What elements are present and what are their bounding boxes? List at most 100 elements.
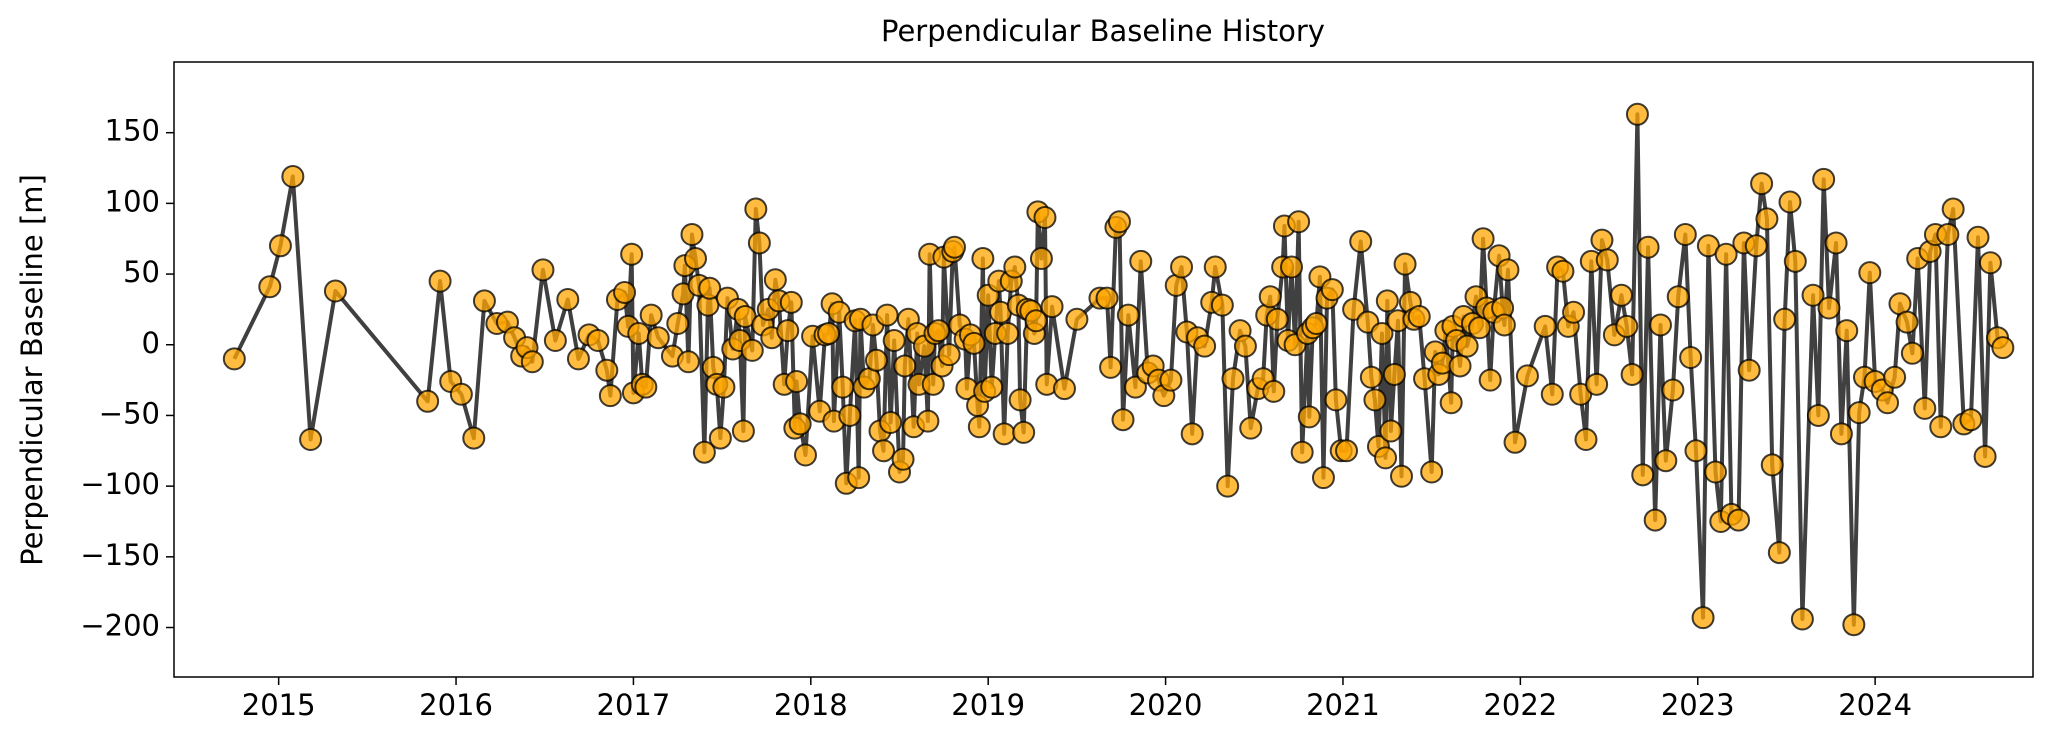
data-point xyxy=(744,197,768,221)
data-point xyxy=(1773,307,1797,331)
data-point xyxy=(1379,419,1403,443)
data-point xyxy=(1029,247,1053,271)
data-point xyxy=(462,426,486,450)
data-point xyxy=(566,347,590,371)
x-tick-label: 2023 xyxy=(1661,688,1735,722)
data-point xyxy=(520,350,544,374)
data-point xyxy=(1978,251,2002,275)
x-tick-label: 2017 xyxy=(597,688,671,722)
data-point xyxy=(1335,439,1359,463)
data-point xyxy=(882,329,906,353)
data-point xyxy=(1311,466,1335,490)
data-point xyxy=(1107,210,1131,234)
data-point xyxy=(712,375,736,399)
data-point xyxy=(1262,379,1286,403)
data-point xyxy=(680,222,704,246)
data-point xyxy=(1847,401,1871,425)
data-point xyxy=(1382,362,1406,386)
data-point xyxy=(785,370,809,394)
data-point xyxy=(1297,405,1321,429)
data-point xyxy=(1540,382,1564,406)
data-point xyxy=(222,347,246,371)
data-point xyxy=(1170,255,1194,279)
data-point xyxy=(299,427,323,451)
data-point xyxy=(1913,396,1937,420)
data-point xyxy=(666,312,690,336)
x-tick-label: 2020 xyxy=(1129,688,1203,722)
data-point xyxy=(428,269,452,293)
data-point xyxy=(1574,427,1598,451)
data-point xyxy=(1448,354,1472,378)
data-point xyxy=(1515,364,1539,388)
data-point xyxy=(1052,377,1076,401)
data-point xyxy=(776,319,800,343)
data-point xyxy=(1320,278,1344,302)
data-point xyxy=(1737,358,1761,382)
data-point xyxy=(1393,252,1417,276)
data-point xyxy=(875,303,899,327)
x-tick-label: 2021 xyxy=(1306,688,1380,722)
data-point xyxy=(1216,474,1240,498)
data-point xyxy=(1375,289,1399,313)
data-point xyxy=(1095,286,1119,310)
data-point xyxy=(1003,255,1027,279)
data-point xyxy=(1625,102,1649,126)
data-point xyxy=(1727,508,1751,532)
data-point xyxy=(1973,444,1997,468)
data-point xyxy=(1033,206,1057,230)
data-point xyxy=(1203,255,1227,279)
data-point xyxy=(634,375,658,399)
data-point xyxy=(1471,227,1495,251)
data-point xyxy=(1363,388,1387,412)
data-point xyxy=(698,276,722,300)
data-point xyxy=(872,439,896,463)
data-point xyxy=(620,242,644,266)
data-point xyxy=(996,321,1020,345)
data-point xyxy=(1239,416,1263,440)
data-point xyxy=(1370,321,1394,345)
data-point xyxy=(1129,249,1153,273)
data-point xyxy=(1936,222,1960,246)
data-point xyxy=(1806,403,1830,427)
data-point xyxy=(927,319,951,343)
data-point xyxy=(1012,420,1036,444)
data-point xyxy=(1595,248,1619,272)
data-point xyxy=(1065,307,1089,331)
y-tick-label: 0 xyxy=(142,326,160,360)
data-point xyxy=(1767,541,1791,565)
data-point xyxy=(586,329,610,353)
data-point xyxy=(1790,607,1814,631)
data-point xyxy=(1812,167,1836,191)
data-point xyxy=(1280,255,1304,279)
y-tick-label: −150 xyxy=(80,538,160,572)
data-point xyxy=(1643,508,1667,532)
data-point xyxy=(1900,341,1924,365)
data-point xyxy=(1679,345,1703,369)
data-point xyxy=(1455,334,1479,358)
chart-title: Perpendicular Baseline History xyxy=(881,14,1325,48)
x-tick-label: 2019 xyxy=(951,688,1025,722)
data-point xyxy=(1210,293,1234,317)
data-point xyxy=(1883,365,1907,389)
data-point xyxy=(731,419,755,443)
y-axis-label: Perpendicular Baseline [m] xyxy=(15,174,49,566)
data-point xyxy=(1265,307,1289,331)
y-tick-label: −200 xyxy=(80,609,160,643)
data-point xyxy=(1684,439,1708,463)
data-point xyxy=(1648,313,1672,337)
y-tick-label: −100 xyxy=(80,467,160,501)
data-point xyxy=(1991,336,2015,360)
y-tick-label: −50 xyxy=(99,396,160,430)
y-tick-label: 150 xyxy=(105,114,160,148)
data-point xyxy=(740,338,764,362)
data-point xyxy=(980,375,1004,399)
data-point xyxy=(1193,334,1217,358)
data-point xyxy=(1750,172,1774,196)
data-point xyxy=(1760,453,1784,477)
data-point xyxy=(1615,314,1639,338)
data-point xyxy=(1966,225,1990,249)
data-point xyxy=(1858,261,1882,285)
data-point xyxy=(323,279,347,303)
data-point xyxy=(1349,230,1373,254)
data-point xyxy=(268,234,292,258)
